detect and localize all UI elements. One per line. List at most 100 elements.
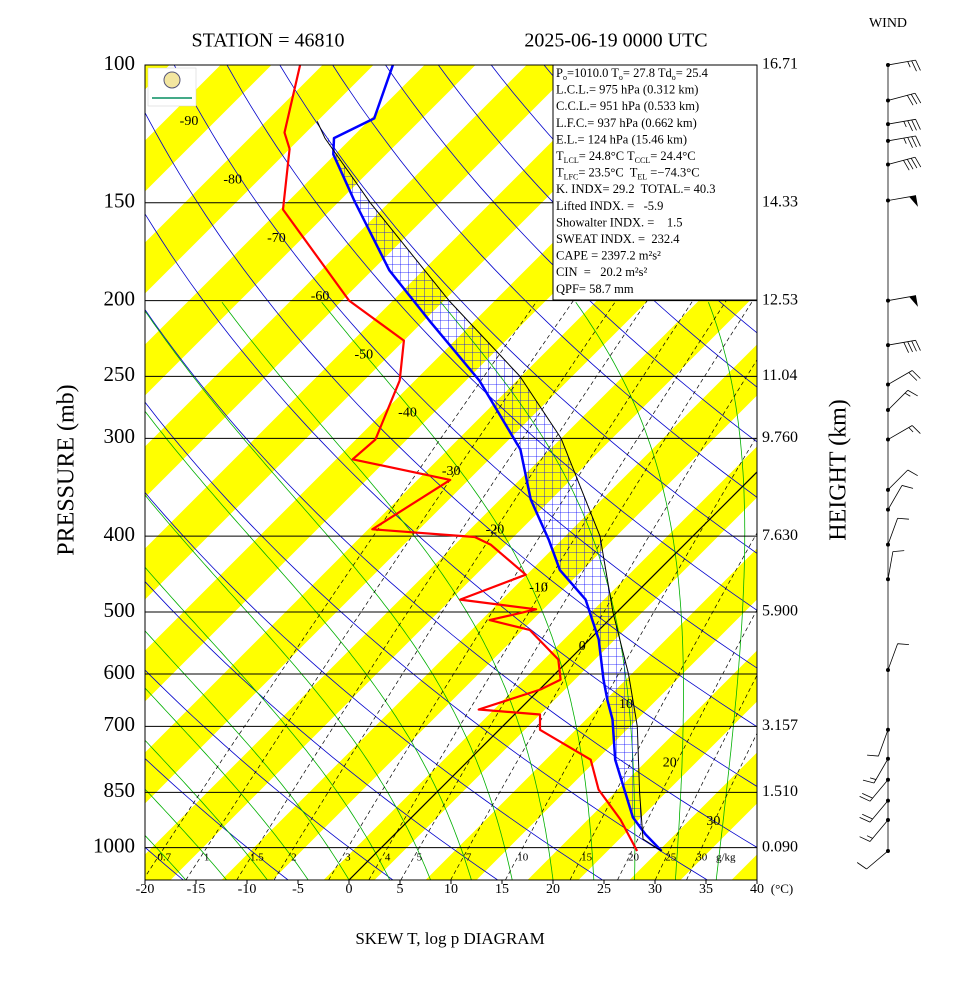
info-text: =−74.3°C	[647, 165, 699, 179]
info-line: L.C.L.= 975 hPa (0.312 km)	[556, 82, 698, 96]
mixing-ratio-label: 4	[385, 852, 391, 864]
mixing-ratio-line	[368, 300, 727, 880]
dry-adiabat	[145, 669, 394, 880]
wind-barb	[887, 92, 922, 106]
isotherm-band	[145, 65, 170, 90]
wind-barb	[887, 118, 921, 132]
info-line: SWEAT INDX. = 232.4	[556, 232, 680, 246]
wind-level-dot	[886, 437, 890, 442]
dry-adiabat	[145, 491, 603, 880]
info-text: K. INDX= 29.2 TOTAL.= 40.3	[556, 182, 716, 196]
isotherm-band	[527, 650, 757, 880]
isotherm-label: -50	[354, 347, 373, 362]
mixing-ratio-label: 30	[696, 852, 708, 864]
wind-level-dot	[886, 818, 890, 823]
x-tick-label: -10	[238, 882, 257, 897]
x-tick-label: 40	[750, 882, 764, 897]
isotherm-band	[834, 65, 960, 880]
wind-barb	[887, 550, 905, 580]
x-tick-label: 15	[495, 882, 509, 897]
y2-tick-label: 14.33	[762, 193, 798, 210]
wind-level-dot	[886, 138, 890, 143]
info-text: o	[563, 73, 567, 82]
info-text: o	[619, 73, 623, 82]
isotherm-band	[323, 446, 757, 880]
wind-level-dot	[886, 63, 890, 67]
wind-level-dot	[886, 408, 890, 413]
profile-line	[332, 65, 663, 852]
y2-tick-label: 11.04	[762, 367, 797, 384]
x-tick-label: 30	[648, 882, 662, 897]
info-line: TLFC= 23.5°C TEL =−74.3°C	[556, 165, 700, 181]
info-text: Lifted INDX. = -5.9	[556, 199, 663, 213]
mixing-ratio-line	[686, 732, 757, 880]
y2-tick-label: 5.900	[762, 603, 798, 620]
wind-barb	[887, 643, 909, 671]
info-text: T	[556, 149, 564, 163]
mixing-ratio-line	[505, 435, 757, 880]
mixing-ratio-label: 0.7	[157, 852, 171, 864]
y-tick-label: 600	[104, 660, 136, 684]
isotherm-label: -20	[486, 522, 505, 537]
isotherm-band	[145, 65, 272, 192]
mixing-ratio-unit: g/kg	[716, 852, 736, 864]
profile-line	[281, 65, 639, 852]
moist-adiabat	[708, 302, 746, 880]
wind-level-dot	[886, 298, 890, 303]
wind-barb	[887, 195, 918, 207]
wind-level-dot	[886, 577, 890, 582]
wind-barb	[867, 729, 889, 757]
wind-barb	[859, 819, 889, 842]
mixing-ratio-line	[569, 532, 757, 880]
y-axis-title: PRESSURE (mb)	[54, 384, 80, 555]
mixing-ratio-line	[328, 300, 694, 880]
y2-tick-label: 9.760	[762, 429, 798, 446]
x-tick-label: 20	[546, 882, 560, 897]
wind-barb	[887, 295, 918, 307]
mixing-ratio-line	[236, 300, 617, 880]
wind-level-dot	[886, 198, 890, 203]
x-tick-label: 35	[699, 882, 713, 897]
y2-tick-label: 12.53	[762, 291, 798, 308]
info-box	[552, 64, 758, 301]
x-tick-label: -5	[292, 882, 304, 897]
wind-level-dot	[886, 848, 890, 853]
mixing-ratio-line	[145, 300, 538, 878]
info-text: CAPE = 2397.2 m²s²	[556, 248, 661, 262]
moist-adiabat	[145, 494, 431, 880]
dry-adiabat	[385, 65, 757, 443]
info-text: L.F.C.= 937 hPa (0.662 km)	[556, 116, 697, 130]
info-text: = 25.4	[676, 66, 709, 80]
wind-barb	[887, 59, 921, 72]
mixing-ratio-label: 1.5	[250, 852, 264, 864]
isotherm-label: -80	[223, 173, 242, 188]
wind-barb	[887, 425, 921, 440]
info-text: = 24.8°C T	[579, 149, 635, 163]
station-title: STATION = 46810	[191, 30, 344, 52]
info-text: CIN = 20.2 m²s²	[556, 265, 648, 279]
y2-tick-label: 1.510	[762, 783, 798, 800]
mixing-ratio-label: 3	[345, 852, 351, 864]
dry-adiabat	[145, 111, 757, 728]
isotherm-label: -90	[180, 114, 199, 129]
dry-adiabat	[145, 213, 757, 787]
wind-level-dot	[886, 777, 890, 782]
info-line: Po=1010.0 To= 27.8 Tdo= 25.4	[556, 66, 709, 82]
info-line: QPF= 58.7 mm	[556, 282, 634, 296]
x-tick-label: 10	[444, 882, 458, 897]
info-text: SWEAT INDX. = 232.4	[556, 232, 680, 246]
isotherm-band	[731, 854, 757, 880]
isotherm-band	[145, 140, 757, 804]
info-line: CAPE = 2397.2 m²s²	[556, 248, 661, 262]
info-text: L.C.L.= 975 hPa (0.312 km)	[556, 82, 698, 96]
wind-level-dot	[886, 507, 890, 512]
x-tick-label: -20	[136, 882, 155, 897]
wind-level-dot	[886, 382, 890, 387]
y-tick-label: 150	[104, 189, 136, 213]
x-unit: (°C)	[771, 881, 794, 896]
isotherm-label: -70	[267, 231, 286, 246]
info-line: L.F.C.= 937 hPa (0.662 km)	[556, 116, 697, 130]
wind-level-dot	[886, 667, 890, 672]
